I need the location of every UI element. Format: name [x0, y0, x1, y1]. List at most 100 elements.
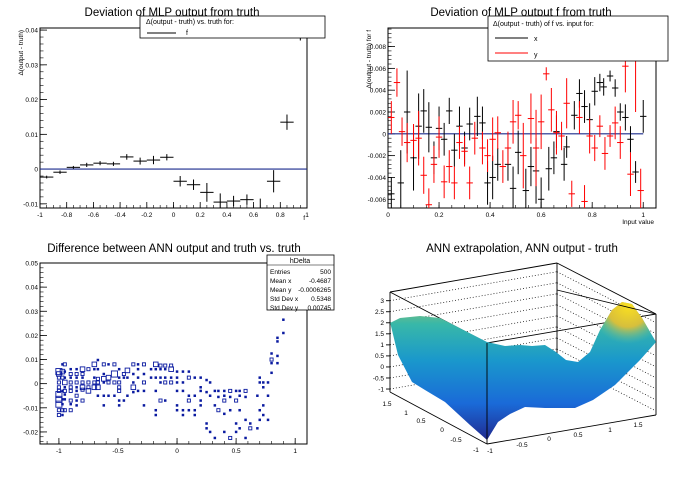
surface-peak-highlight: [390, 302, 656, 440]
bin-box: [68, 385, 73, 390]
box-edge: [556, 262, 657, 315]
stats-value: 0.00745: [308, 305, 332, 312]
bin-box: [163, 367, 167, 371]
bin-box: [217, 389, 220, 393]
bin-box: [62, 388, 67, 393]
y-tick-label: 0.02: [25, 97, 38, 104]
z-tick-label: 2.5: [375, 309, 384, 316]
pad1-ylabel: Δ(output - truth): [18, 30, 25, 76]
bin-box: [80, 380, 85, 385]
bin-box: [56, 413, 61, 418]
bin-box: [193, 413, 197, 417]
bin-box: [223, 430, 226, 434]
bin-box: [163, 363, 168, 368]
stats-name: hDelta: [290, 258, 310, 265]
bin-box: [244, 395, 247, 399]
bin-box: [55, 368, 63, 376]
bin-box: [249, 422, 252, 425]
bin-box: [269, 357, 274, 362]
grid-line-back-right: [556, 304, 657, 357]
box-edge: [389, 391, 488, 445]
y-tick-label: -0.5: [450, 437, 462, 444]
bin-box: [234, 430, 238, 434]
bin-box: [63, 370, 67, 373]
bin-box: [154, 376, 158, 379]
bin-box: [181, 389, 185, 393]
z-tick-label: 0: [380, 364, 384, 371]
bin-box: [187, 394, 191, 397]
bin-box: [102, 381, 106, 384]
bin-box: [75, 389, 78, 393]
bin-box: [92, 380, 97, 385]
y-tick-label: 0.5: [416, 418, 425, 425]
bin-box: [168, 366, 174, 372]
bin-box: [61, 402, 64, 406]
bin-box: [262, 381, 265, 384]
bin-box: [205, 390, 208, 394]
x-tick-label: 1: [293, 448, 297, 455]
bin-box: [154, 408, 158, 412]
bin-box: [91, 361, 98, 368]
bin-box: [243, 388, 248, 393]
bin-box: [63, 376, 67, 379]
bin-box: [270, 371, 273, 375]
grid-line-back-left: [389, 271, 558, 302]
bin-box: [74, 372, 79, 377]
grid-line-back-left: [389, 293, 558, 324]
x-tick-label: 1: [641, 212, 645, 219]
bin-box: [256, 427, 259, 430]
grid-line-back-right: [556, 282, 657, 335]
grid-line-back-right: [556, 315, 657, 368]
x-tick-label: 0.6: [537, 212, 546, 219]
bin-box: [282, 331, 285, 335]
bin-box: [102, 372, 106, 376]
x-tick-label: 0: [547, 436, 551, 443]
bin-box: [199, 399, 202, 402]
bin-box: [238, 394, 241, 397]
pad-ann-extrapolation: ANN extrapolation, ANN output - truth 3 2…: [373, 243, 657, 455]
bin-box: [102, 404, 106, 407]
bin-box: [69, 376, 72, 379]
bin-box: [56, 408, 61, 413]
bin-box: [258, 408, 261, 412]
bin-box: [234, 422, 238, 425]
bin-box: [228, 388, 233, 393]
pad1-legend-header: Δ(output - truth) vs. truth for:: [146, 19, 234, 26]
bin-box: [68, 372, 73, 377]
bin-box: [163, 376, 167, 379]
bin-box: [223, 394, 226, 397]
y-tick-label: -0.01: [23, 405, 38, 412]
y-tick-label: -0.002: [368, 153, 387, 160]
y-tick-label: 1.5: [382, 401, 391, 408]
bin-box: [80, 387, 85, 392]
bin-box: [142, 389, 146, 393]
bin-box: [75, 399, 78, 402]
bin-box: [93, 367, 96, 371]
x-tick-label: 0.2: [435, 212, 444, 219]
stats-label: Mean y: [270, 287, 292, 294]
y-tick-label: -1: [473, 447, 479, 454]
bin-box: [228, 395, 232, 399]
bin-box: [117, 404, 121, 407]
bin-box: [55, 391, 63, 399]
bin-box: [126, 394, 129, 397]
bin-box: [101, 362, 106, 367]
bin-box: [117, 376, 121, 379]
bin-box: [238, 408, 241, 412]
pad2-ylabel: Δ(output - truth) for f: [366, 30, 373, 89]
bin-box: [244, 418, 247, 422]
x-tick-label: 1: [608, 427, 612, 434]
bin-box: [153, 361, 159, 368]
bin-box: [132, 372, 135, 376]
x-tick-label: 1: [305, 212, 309, 219]
bin-box: [175, 408, 179, 412]
bin-box: [102, 394, 106, 397]
bin-box: [126, 376, 129, 379]
bin-box: [56, 385, 61, 390]
bin-box: [63, 393, 67, 396]
x-tick-label: 0: [175, 448, 179, 455]
bin-box: [266, 394, 270, 397]
bin-box: [276, 361, 279, 365]
y-tick-label: -0.006: [368, 197, 387, 204]
bin-box: [124, 367, 131, 374]
